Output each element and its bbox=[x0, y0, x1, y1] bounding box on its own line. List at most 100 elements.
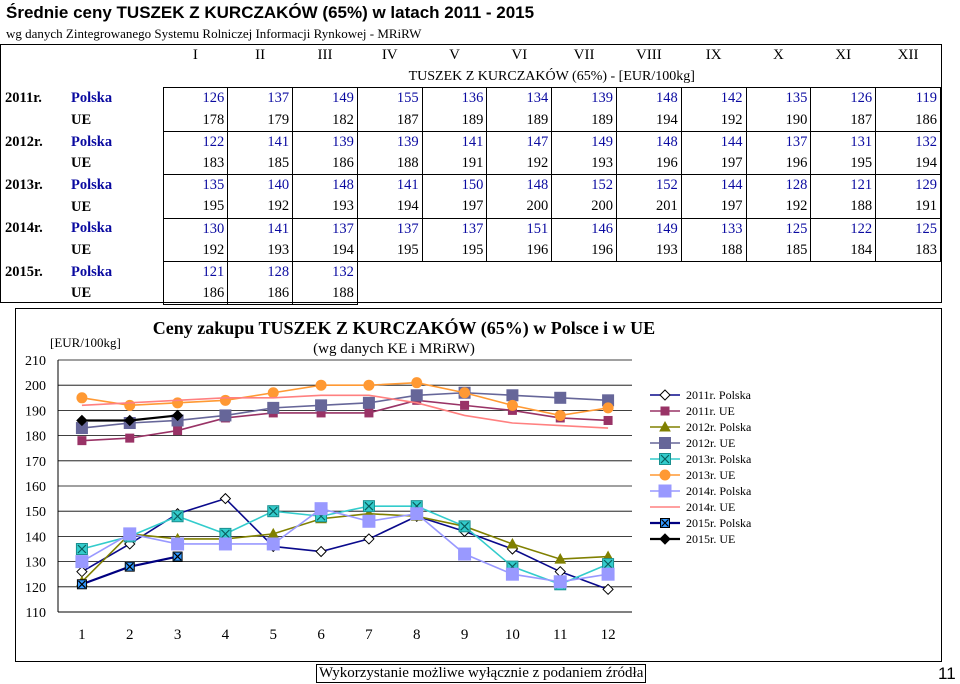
price-cell bbox=[357, 261, 422, 283]
table-caption-row: TUSZEK Z KURCZAKÓW (65%) - [EUR/100kg] bbox=[1, 66, 941, 88]
data-point bbox=[505, 567, 519, 581]
price-cell: 197 bbox=[421, 196, 488, 219]
price-cell bbox=[811, 283, 876, 305]
price-cell bbox=[746, 283, 811, 305]
row-year bbox=[1, 110, 67, 132]
price-cell: 188 bbox=[810, 196, 877, 219]
price-cell bbox=[552, 261, 617, 283]
price-cell: 191 bbox=[875, 196, 941, 219]
price-cell bbox=[811, 261, 876, 283]
price-cell: 133 bbox=[680, 217, 747, 240]
price-table-container: I II III IV V VI VII VIII IX X XI XII TUSZEK Z KURCZ… bbox=[0, 44, 942, 306]
month-header: XI bbox=[835, 47, 852, 64]
y-tick-label: 170 bbox=[25, 455, 46, 470]
month-header: III bbox=[317, 47, 333, 64]
price-cell: 194 bbox=[292, 239, 358, 262]
price-cell: 193 bbox=[227, 239, 294, 262]
data-point bbox=[363, 379, 375, 391]
price-cell: 155 bbox=[356, 87, 423, 110]
legend-marker bbox=[659, 437, 671, 449]
table-row: UE 195 192 193 194 197 200 200 201 197 192 188 191 bbox=[1, 196, 941, 219]
price-cell: 144 bbox=[680, 130, 747, 153]
data-point-x bbox=[173, 511, 183, 521]
chart-subtitle: (wg danych KE i MRiRW) bbox=[313, 341, 475, 357]
table-row: 2015r. Polska 121 128 132 bbox=[1, 260, 941, 284]
data-point bbox=[315, 545, 327, 558]
x-tick-label: 12 bbox=[601, 627, 616, 643]
price-cell: 192 bbox=[227, 196, 294, 219]
page-title: Średnie ceny TUSZEK Z KURCZAKÓW (65%) w … bbox=[6, 3, 535, 22]
series-line-3 bbox=[81, 391, 609, 429]
row-country: UE bbox=[71, 155, 92, 172]
row-year: 2014r. bbox=[5, 220, 43, 237]
x-tick-label: 5 bbox=[270, 627, 278, 643]
price-cell: 131 bbox=[810, 130, 877, 153]
price-cell: 142 bbox=[680, 87, 747, 110]
series-line-1 bbox=[81, 399, 609, 442]
legend-marker-x bbox=[661, 519, 669, 527]
price-cell: 151 bbox=[486, 217, 553, 240]
row-country: UE bbox=[71, 111, 92, 128]
table-row: 2014r. Polska 130 141 137 137 137 151 146 149 133 1… bbox=[1, 217, 941, 240]
price-cell: 183 bbox=[875, 239, 941, 262]
legend-label: 2013r. UE bbox=[686, 468, 735, 482]
header-spacer bbox=[1, 45, 163, 66]
price-cell: 192 bbox=[486, 152, 553, 176]
price-cell: 194 bbox=[356, 196, 423, 219]
data-point bbox=[554, 409, 566, 421]
price-cell: 141 bbox=[227, 217, 294, 240]
price-cell: 186 bbox=[227, 283, 294, 306]
data-point bbox=[173, 426, 183, 436]
price-cell: 200 bbox=[486, 196, 553, 219]
price-cell: 179 bbox=[227, 109, 294, 132]
row-country: Polska bbox=[71, 133, 113, 150]
data-point bbox=[410, 389, 423, 402]
price-cell: 147 bbox=[486, 130, 553, 153]
data-point-x bbox=[77, 544, 87, 554]
legend-label: 2015r. Polska bbox=[686, 516, 752, 530]
month-header: V bbox=[449, 47, 460, 64]
price-cell bbox=[681, 261, 746, 283]
data-point bbox=[411, 377, 423, 389]
data-point bbox=[460, 400, 470, 410]
price-cell: 128 bbox=[227, 260, 294, 284]
legend-marker-x bbox=[660, 454, 670, 464]
price-cell: 148 bbox=[615, 130, 682, 153]
y-tick-label: 120 bbox=[25, 581, 46, 596]
price-cell: 195 bbox=[162, 196, 229, 219]
price-cell: 195 bbox=[810, 152, 877, 176]
x-tick-label: 11 bbox=[553, 627, 567, 643]
price-cell bbox=[422, 283, 487, 305]
price-cell: 146 bbox=[551, 217, 617, 240]
x-tick-label: 4 bbox=[222, 627, 230, 643]
table-row: UE 183 185 186 188 191 192 193 196 197 196 195 194 bbox=[1, 152, 941, 176]
price-cell: 141 bbox=[356, 174, 423, 197]
row-country: Polska bbox=[71, 176, 113, 193]
price-cell: 139 bbox=[292, 130, 358, 153]
price-cell: 196 bbox=[486, 239, 553, 262]
data-point bbox=[602, 402, 614, 414]
price-cell: 149 bbox=[615, 217, 682, 240]
series-line-0 bbox=[81, 497, 609, 591]
row-country: Polska bbox=[71, 90, 113, 107]
price-cell: 119 bbox=[875, 87, 941, 110]
month-header: II bbox=[255, 47, 266, 64]
source-note: Wykorzystanie możliwe wyłącznie z podani… bbox=[316, 664, 647, 683]
data-point bbox=[506, 399, 518, 411]
price-cell: 194 bbox=[615, 109, 682, 132]
price-cell: 125 bbox=[745, 217, 812, 240]
price-cell: 196 bbox=[745, 152, 812, 176]
price-cell: 201 bbox=[615, 196, 682, 219]
price-cell bbox=[746, 261, 811, 283]
price-cell bbox=[876, 261, 941, 283]
legend-label: 2014r. Polska bbox=[686, 484, 752, 498]
price-cell: 192 bbox=[162, 239, 229, 262]
price-cell: 193 bbox=[551, 152, 617, 176]
row-country: Polska bbox=[71, 220, 113, 237]
data-point-x bbox=[364, 501, 374, 511]
price-cell: 126 bbox=[810, 87, 877, 110]
data-point bbox=[315, 399, 328, 412]
price-cell: 186 bbox=[875, 109, 941, 132]
price-cell: 188 bbox=[292, 283, 358, 306]
data-point-x bbox=[220, 529, 230, 539]
